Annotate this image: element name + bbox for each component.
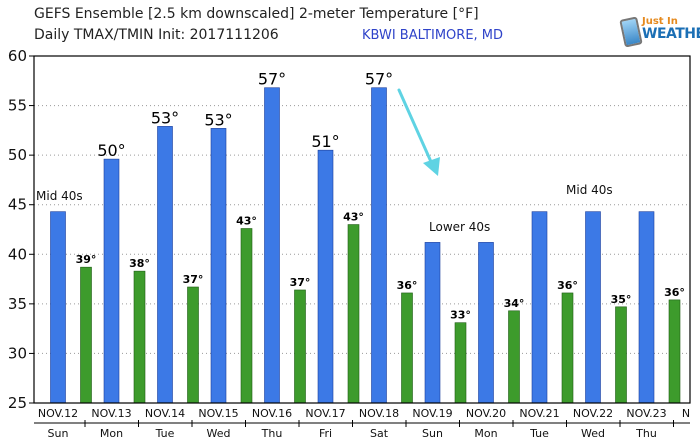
x-day-label: Thu xyxy=(635,427,657,440)
tmax-bar xyxy=(585,211,601,404)
tmax-data-label: 53° xyxy=(204,110,232,129)
x-date-label-truncated: N xyxy=(682,407,690,420)
tmin-data-label: 43° xyxy=(236,215,257,228)
tmax-data-label: 57° xyxy=(365,70,393,89)
tmax-bar xyxy=(264,87,280,404)
x-date-label: NOV.15 xyxy=(198,407,238,420)
x-day-label: Sat xyxy=(370,427,389,440)
tmin-data-label: 36° xyxy=(397,279,418,292)
x-day-label: Mon xyxy=(474,427,497,440)
tmin-bar xyxy=(294,289,306,404)
tmin-data-label: 35° xyxy=(611,293,632,306)
tmin-bar xyxy=(401,292,413,404)
annotation-label: Mid 40s xyxy=(566,183,613,197)
annotation-label: Lower 40s xyxy=(429,220,490,234)
x-date-label: NOV.19 xyxy=(412,407,452,420)
tmin-bar xyxy=(187,286,199,404)
x-date-label: NOV.14 xyxy=(145,407,185,420)
y-tick-label: 40 xyxy=(8,245,27,263)
x-date-label: NOV.20 xyxy=(466,407,506,420)
y-tick-label: 30 xyxy=(8,344,27,362)
x-date-label: NOV.13 xyxy=(91,407,131,420)
tmin-data-label: 38° xyxy=(129,257,150,270)
tmax-bar xyxy=(638,211,655,404)
chart-title: GEFS Ensemble [2.5 km downscaled] 2-mete… xyxy=(34,6,479,22)
tmin-data-label: 33° xyxy=(450,309,471,322)
tmin-data-label: 37° xyxy=(290,276,311,289)
station-label: KBWI BALTIMORE, MD xyxy=(362,28,504,43)
x-date-label: NOV.18 xyxy=(359,407,399,420)
x-day-label: Wed xyxy=(581,427,605,440)
x-day-label: Sun xyxy=(48,427,69,440)
tmin-data-label: 36° xyxy=(664,286,685,299)
x-date-label: NOV.23 xyxy=(626,407,666,420)
x-date-label: NOV.12 xyxy=(38,407,78,420)
tmax-bar xyxy=(210,128,227,404)
y-tick-label: 25 xyxy=(8,394,27,412)
annotation-label: Mid 40s xyxy=(36,189,83,203)
x-day-label: Fri xyxy=(319,427,332,440)
logo-line1: Just In xyxy=(642,16,678,27)
tmin-bar xyxy=(80,266,92,404)
tmax-data-label: 57° xyxy=(258,70,286,89)
x-date-label: NOV.17 xyxy=(305,407,345,420)
tmax-bar xyxy=(531,211,548,404)
x-date-label: NOV.16 xyxy=(252,407,292,420)
tmin-data-label: 43° xyxy=(343,211,364,224)
x-day-label: Thu xyxy=(261,427,283,440)
trend-arrow-shaft xyxy=(397,88,434,166)
y-tick-label: 55 xyxy=(8,97,27,115)
tmin-bar xyxy=(454,322,467,404)
x-date-label: NOV.21 xyxy=(519,407,559,420)
tmin-data-label: 34° xyxy=(504,297,525,310)
tmin-bar xyxy=(561,292,574,404)
x-day-label: Mon xyxy=(100,427,123,440)
x-date-label: NOV.22 xyxy=(573,407,613,420)
tmax-bar xyxy=(371,87,387,404)
plot-frame xyxy=(33,55,691,404)
tmax-bar xyxy=(103,158,120,404)
tmax-data-label: 50° xyxy=(97,141,125,160)
y-tick-label: 50 xyxy=(8,146,27,164)
chart-subtitle: Daily TMAX/TMIN Init: 2017111206 xyxy=(34,27,279,43)
tmax-data-label: 53° xyxy=(151,108,179,127)
trend-arrow-head xyxy=(423,157,440,176)
tmin-bar xyxy=(347,224,360,404)
y-tick-label: 60 xyxy=(8,47,27,65)
tmin-data-label: 36° xyxy=(557,279,578,292)
tmax-data-label: 51° xyxy=(311,132,339,151)
tmin-bar xyxy=(240,228,253,404)
tmax-bar xyxy=(50,211,66,404)
tmin-data-label: 39° xyxy=(76,253,97,266)
tmin-bar xyxy=(508,310,520,404)
just-in-weather-logo: Just In WEATHER xyxy=(618,16,700,50)
x-day-label: Sun xyxy=(422,427,443,440)
tmax-bar xyxy=(317,149,334,404)
tmax-bar xyxy=(424,242,441,404)
y-tick-label: 35 xyxy=(8,295,27,313)
tmax-bar xyxy=(157,126,173,404)
x-day-label: Tue xyxy=(529,427,549,440)
tmin-bar xyxy=(615,306,627,404)
tmin-bar xyxy=(668,299,681,404)
x-day-label: Wed xyxy=(207,427,231,440)
y-tick-label: 45 xyxy=(8,196,27,214)
x-day-label: Tue xyxy=(155,427,175,440)
logo-line2: WEATHER xyxy=(642,26,700,42)
tmin-bar xyxy=(133,270,146,404)
tmin-data-label: 37° xyxy=(183,273,204,286)
tmax-bar xyxy=(478,242,494,404)
